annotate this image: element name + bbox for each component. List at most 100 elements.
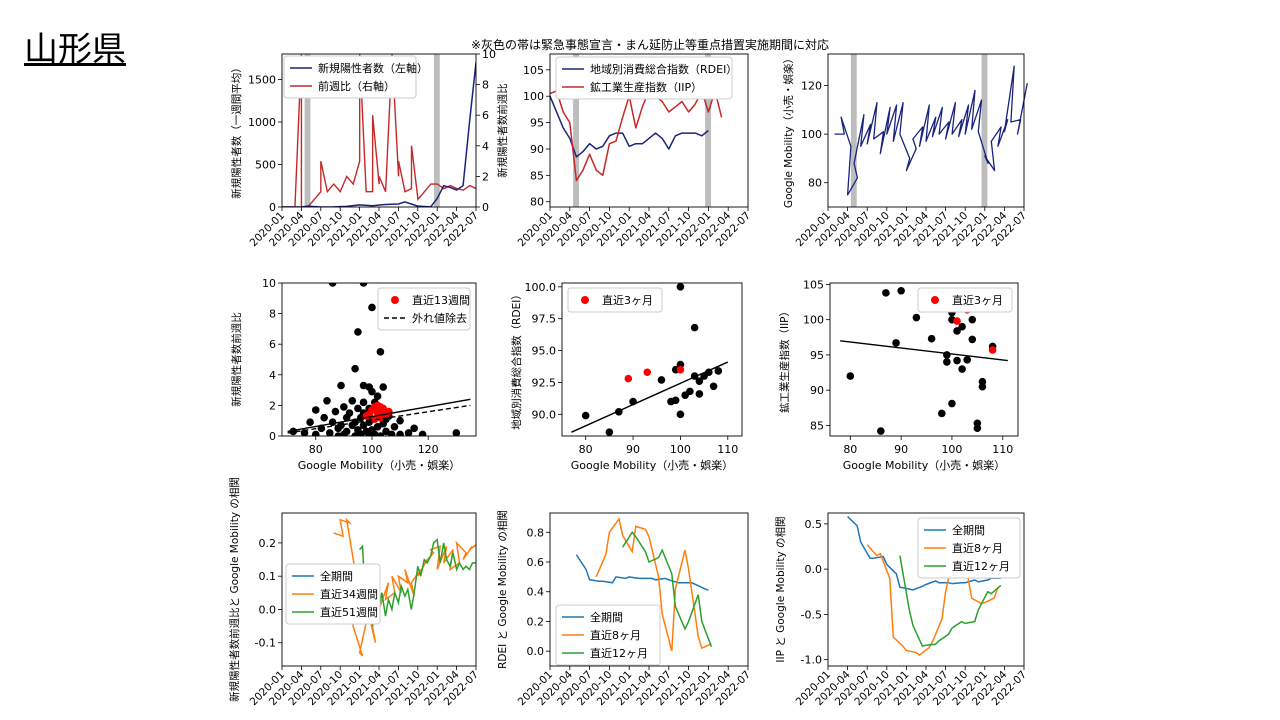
p8-ytick-label: 0.0 xyxy=(527,645,545,658)
p8-ytick-label: 0.6 xyxy=(527,556,545,569)
p4-point xyxy=(368,387,376,396)
p2-ytick-label: 80 xyxy=(530,196,544,209)
p6-ytick-label: 95 xyxy=(810,349,824,362)
p9-legend-label: 直近12ヶ月 xyxy=(952,559,1010,573)
p5-ylabel: 地域別消費総合指数（RDEI） xyxy=(510,289,523,430)
p2-ytick-label: 95 xyxy=(530,117,544,130)
p4-legend-box xyxy=(377,287,471,331)
p4-plot-area xyxy=(287,283,471,436)
p6-recent-point xyxy=(988,346,997,354)
p5-ytick-label: 95.0 xyxy=(532,345,557,358)
p5-legend-label: 直近3ヶ月 xyxy=(602,293,653,307)
p8-ytick-label: 0.8 xyxy=(527,526,545,539)
p7-legend-label: 直近34週間 xyxy=(320,587,378,601)
p6-legend-label: 直近3ヶ月 xyxy=(952,293,1003,307)
p4-point xyxy=(348,397,357,405)
p4-ytick-label: 6 xyxy=(269,338,276,351)
p6-legend-marker xyxy=(931,296,939,304)
p5-point xyxy=(676,283,685,291)
p4-point xyxy=(351,364,359,373)
p6-point xyxy=(948,399,956,408)
p5-recent-point xyxy=(643,368,652,377)
p6-point xyxy=(882,289,890,297)
p2-ytick-label: 85 xyxy=(530,169,544,182)
p4-point xyxy=(337,381,345,390)
p9-legend-box xyxy=(917,517,1021,579)
p4-point xyxy=(365,432,373,436)
p6-point xyxy=(963,356,971,364)
p4-point xyxy=(396,416,404,425)
p4-ytick-label: 2 xyxy=(269,399,276,412)
p5-point xyxy=(676,410,685,419)
p5-point xyxy=(695,377,704,385)
p4-point xyxy=(387,430,396,436)
p5-xtick-label: 90 xyxy=(626,443,640,456)
p6-xlabel: Google Mobility（小売・娯楽） xyxy=(843,458,1005,472)
p6-xtick-label: 90 xyxy=(894,443,908,456)
p1-right-ytick-label: 10 xyxy=(482,48,496,61)
p3-ylabel: Google Mobility（小売・娯楽） xyxy=(782,53,795,208)
p4-point xyxy=(340,403,348,411)
p6-ytick-label: 105 xyxy=(803,278,824,291)
p9-series-2 xyxy=(899,555,1002,647)
p9-ytick-label: 0.5 xyxy=(805,518,823,531)
p4-point xyxy=(382,427,390,436)
p6-xtick-label: 100 xyxy=(941,443,962,456)
p4-point xyxy=(351,432,359,436)
p5-recent-point xyxy=(624,374,633,383)
p6-ytick-label: 85 xyxy=(810,419,824,432)
p6-ytick-label: 90 xyxy=(810,384,824,397)
p7-ylabel: 新規陽性者数前週比と Google Mobility の相関 xyxy=(228,477,241,702)
p4-point xyxy=(311,430,320,436)
p5-ytick-label: 100.0 xyxy=(525,281,557,294)
p6-point xyxy=(943,351,951,359)
p7-ytick-label: 0.2 xyxy=(259,537,277,550)
p4-frame xyxy=(281,282,477,437)
p4-point xyxy=(323,397,331,405)
p5-xtick-label: 80 xyxy=(579,443,593,456)
p1-ytick-label: 1000 xyxy=(248,116,276,129)
p7-legend-label: 直近51週間 xyxy=(320,605,378,619)
page-title: 山形県 xyxy=(24,30,126,70)
p5-xlabel: Google Mobility（小売・娯楽） xyxy=(571,458,733,472)
p6-point xyxy=(978,377,987,386)
p5-point xyxy=(605,428,614,436)
p6-legend-box xyxy=(917,287,1013,313)
p2-shade-band xyxy=(573,54,580,207)
p4-xtick-label: 80 xyxy=(309,443,323,456)
p7-ytick-label: -0.1 xyxy=(255,637,276,650)
p4-legend-marker xyxy=(391,296,399,304)
p4-fit-robust-line xyxy=(287,404,471,434)
p4-point xyxy=(328,283,337,287)
p1-right-ytick-label: 2 xyxy=(482,170,489,183)
p1-shade-band xyxy=(304,54,311,207)
p1-right-ytick-label: 6 xyxy=(482,109,489,122)
p6-point xyxy=(968,335,977,344)
p6-frame xyxy=(829,282,1019,437)
p6-fit-line xyxy=(840,340,1008,362)
p4-point xyxy=(404,429,413,436)
p7-ytick-label: 0.1 xyxy=(259,570,277,583)
p8-ylabel: RDEI と Google Mobility の相関 xyxy=(496,510,509,669)
p4-xlabel: Google Mobility（小売・娯楽） xyxy=(298,458,460,472)
p3-shade-band xyxy=(850,54,857,207)
p6-point xyxy=(943,358,951,366)
p7-legend-box xyxy=(285,563,381,625)
p5-point xyxy=(671,396,680,405)
p5-legend-box xyxy=(567,287,663,313)
p5-xtick-label: 110 xyxy=(717,443,738,456)
p5-point xyxy=(695,390,704,398)
p4-point xyxy=(311,406,320,414)
p4-point xyxy=(306,418,314,427)
p6-point xyxy=(937,409,946,418)
p2-series-0 xyxy=(549,95,709,158)
p6-point xyxy=(892,339,900,347)
p5-point xyxy=(581,411,590,420)
p4-recent-point xyxy=(373,401,382,410)
p4-point xyxy=(334,432,343,436)
p4-ylabel: 新規陽性者数前週比 xyxy=(230,312,243,407)
p8-legend-label: 直近12ヶ月 xyxy=(590,646,648,660)
p4-point xyxy=(379,419,388,428)
p4-point xyxy=(325,429,334,436)
p4-recent-point xyxy=(379,404,388,413)
